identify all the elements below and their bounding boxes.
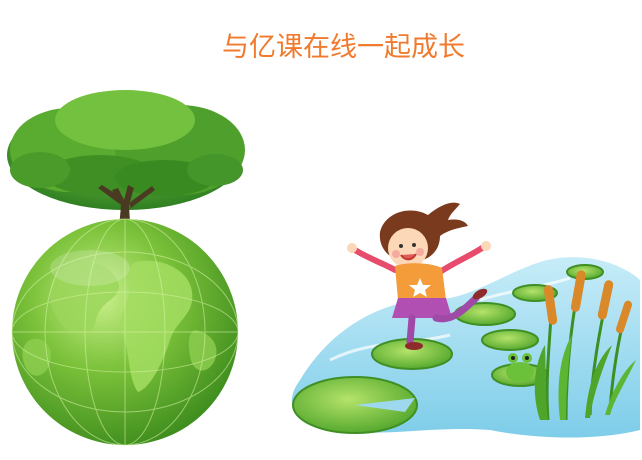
cattails [534, 270, 636, 421]
globe [11, 218, 239, 446]
girl-pond-image [291, 202, 640, 438]
slogan-title: 与亿课在线一起成长 [222, 32, 465, 63]
lily-pads [292, 264, 604, 434]
tree-canopy [7, 90, 245, 210]
frog-icon [506, 353, 534, 382]
earth-tree-image [7, 90, 245, 446]
girl-figure [347, 202, 491, 350]
